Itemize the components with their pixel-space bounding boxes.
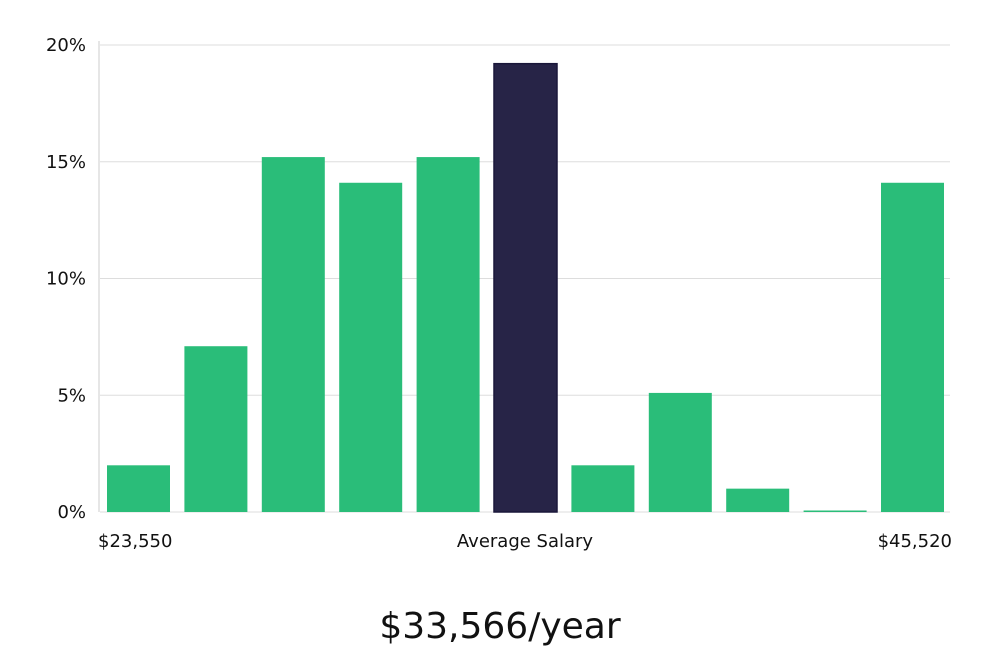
bar xyxy=(107,465,170,512)
y-tick-label: 15% xyxy=(46,152,86,173)
bar xyxy=(803,510,867,512)
bars xyxy=(107,62,944,513)
x-max-label: $45,520 xyxy=(878,531,952,552)
bar xyxy=(881,182,944,512)
y-tick-label: 10% xyxy=(46,269,86,290)
bar xyxy=(184,346,248,512)
x-center-label: Average Salary xyxy=(457,531,594,552)
salary-histogram: 0% 5% 10% 15% 20% $23,550 Average Salary $45… xyxy=(46,35,952,552)
average-salary-value: $33,566/year xyxy=(379,606,621,647)
y-tick-label: 20% xyxy=(46,35,86,56)
y-tick-label: 5% xyxy=(57,385,86,406)
bar-highlight xyxy=(493,62,558,513)
y-tick-label: 0% xyxy=(57,502,86,523)
y-axis-ticks: 0% 5% 10% 15% 20% xyxy=(46,35,86,523)
x-min-label: $23,550 xyxy=(98,531,172,552)
bar xyxy=(648,392,712,512)
bar xyxy=(339,182,403,512)
bar xyxy=(261,157,325,512)
bar xyxy=(571,465,635,512)
bar xyxy=(416,157,480,512)
bar xyxy=(726,488,790,512)
